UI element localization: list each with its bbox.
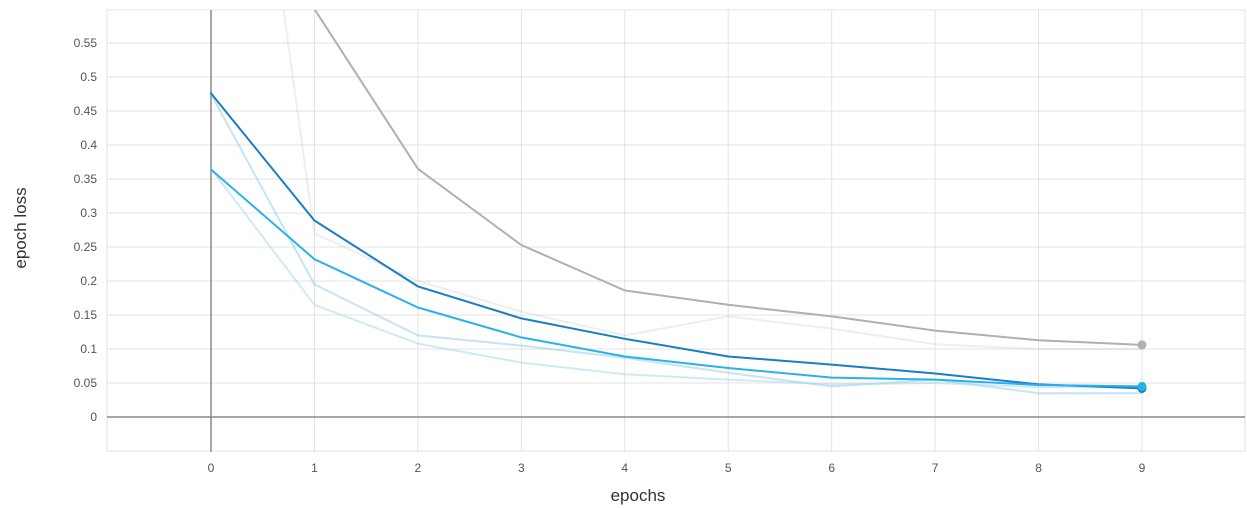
y-tick-label: 0.55 (74, 36, 98, 50)
series-line (313, 10, 1143, 346)
series-lines (210, 10, 1143, 395)
series-line (210, 93, 1143, 395)
series-end-markers (1137, 340, 1147, 393)
x-tick-label: 0 (208, 461, 215, 475)
x-tick-label: 1 (311, 461, 318, 475)
y-tick-label: 0.3 (80, 206, 97, 220)
y-tick-label: 0.05 (74, 376, 98, 390)
grid-lines (106, 9, 1246, 452)
series-line (210, 167, 1143, 389)
y-tick-label: 0.35 (74, 172, 98, 186)
y-tick-label: 0.4 (80, 138, 97, 152)
x-tick-label: 7 (932, 461, 939, 475)
y-tick-label: 0.5 (80, 70, 97, 84)
y-tick-label: 0.45 (74, 104, 98, 118)
x-axis-title: epochs (611, 486, 666, 505)
y-tick-label: 0.15 (74, 308, 98, 322)
y-tick-label: 0 (90, 410, 97, 424)
y-tick-label: 0.25 (74, 240, 98, 254)
series-end-point[interactable] (1137, 381, 1147, 391)
x-tick-label: 4 (621, 461, 628, 475)
x-tick-labels: 0 1 2 3 4 5 6 7 8 9 (208, 461, 1146, 475)
y-tick-labels: 0 0.05 0.1 0.15 0.2 0.25 0.3 0.35 0.4 0.45 0.5 0.55 (74, 36, 98, 424)
x-tick-label: 9 (1139, 461, 1146, 475)
y-tick-label: 0.2 (80, 274, 97, 288)
x-tick-label: 5 (725, 461, 732, 475)
x-tick-label: 2 (415, 461, 422, 475)
series-end-point[interactable] (1137, 340, 1147, 350)
zero-axes (107, 10, 1245, 452)
series-line (210, 92, 1143, 390)
x-tick-label: 6 (828, 461, 835, 475)
series-line (282, 10, 1143, 350)
x-tick-label: 8 (1035, 461, 1042, 475)
y-axis-title: epoch loss (11, 187, 30, 268)
series-line (210, 168, 1143, 388)
y-tick-label: 0.1 (80, 342, 97, 356)
x-tick-label: 3 (518, 461, 525, 475)
